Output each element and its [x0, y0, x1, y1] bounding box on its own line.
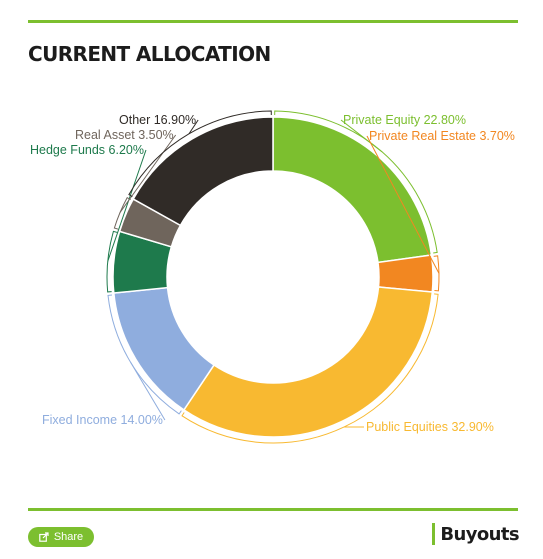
slice-other[interactable]: [132, 116, 274, 227]
data-label-private-equity: Private Equity 22.80%: [343, 113, 466, 127]
bracket-other: [128, 110, 272, 198]
bracket-hedge-funds: [106, 230, 118, 293]
data-label-other: Other 16.90%: [119, 113, 196, 127]
connector-other: [188, 119, 199, 135]
connector-fixed-income: [130, 362, 166, 421]
share-button[interactable]: Share: [28, 527, 94, 547]
connector-private-real-estate: [366, 135, 440, 274]
slice-private-real-estate[interactable]: [377, 254, 434, 293]
data-label-public-equities: Public Equities 32.90%: [366, 420, 494, 434]
data-label-private-real-estate: Private Real Estate 3.70%: [369, 129, 515, 143]
brand-name: Buyouts: [440, 523, 519, 545]
brand-bar: [432, 523, 436, 545]
chart-title: CURRENT ALLOCATION: [28, 42, 271, 66]
share-label: Share: [53, 531, 84, 543]
connector-hedge-funds: [107, 149, 147, 262]
allocation-donut-chart: Private Equity 22.80% Private Real Estate…: [30, 110, 515, 444]
connector-real-asset: [119, 134, 177, 213]
bottom-rule: [28, 508, 518, 511]
top-rule: [28, 20, 518, 23]
connector-private-equity: [340, 119, 383, 153]
bracket-private-real-estate: [433, 255, 440, 292]
data-label-fixed-income: Fixed Income 14.00%: [42, 413, 163, 427]
share-icon: [39, 532, 49, 542]
slice-public-equities[interactable]: [182, 286, 434, 438]
data-label-real-asset: Real Asset 3.50%: [75, 128, 174, 142]
brand-logo[interactable]: Buyouts: [432, 523, 520, 545]
data-label-hedge-funds: Hedge Funds 6.20%: [30, 143, 144, 157]
